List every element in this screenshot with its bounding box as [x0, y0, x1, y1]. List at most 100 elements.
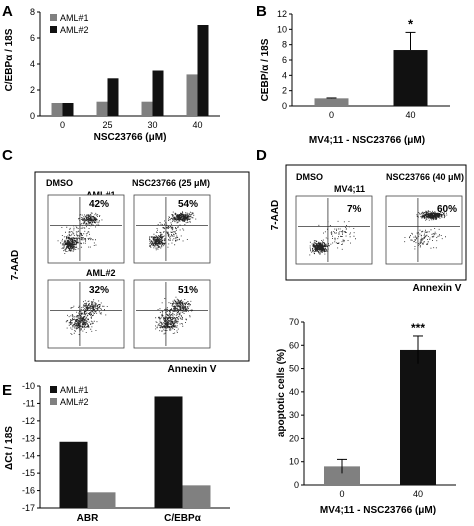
- flow-plot-mv411-dmso-frame: [295, 195, 373, 265]
- panel-d-y-axis-label: 7-AAD: [270, 200, 281, 231]
- panel-a-bar: [51, 103, 63, 116]
- panel-a-ytick-label: 4: [30, 59, 35, 69]
- panel-d2-xlabel: MV4;11 - NSC23766 (μM): [320, 505, 436, 516]
- panel-a-bar: [152, 70, 164, 116]
- flow-plot-aml1-nsc-frame: [133, 194, 211, 264]
- panel-a-ytick-label: 0: [30, 111, 35, 121]
- panel-e-bar: [59, 441, 88, 508]
- panel-a-bar: [62, 103, 74, 116]
- panel-a-letter: A: [2, 3, 13, 20]
- flow-plot-aml2-dmso-frame: [47, 279, 125, 349]
- panel-b-ytick-label: 8: [282, 40, 287, 50]
- panel-a-xtick-label: 25: [102, 120, 112, 130]
- legend-swatch-aml1: [50, 14, 57, 21]
- panel-e-bar: [182, 485, 211, 508]
- flow-plot-mv411-dmso: [295, 195, 373, 265]
- panel-c-y-axis-label: 7-AAD: [10, 250, 21, 281]
- panel-c-letter: C: [2, 147, 13, 164]
- panel-e-legend-series-1: AML#1: [60, 385, 89, 395]
- panel-d2-ytick-label: 10: [289, 457, 299, 467]
- panel-d2: apoptotic cells (%) 0 10 20 30 40 50 60 70 0 40 *…: [276, 317, 456, 516]
- flow-plot-aml2-nsc-events: [155, 296, 193, 335]
- panel-e-legend-series-2: AML#2: [60, 397, 89, 407]
- panel-b-ytick-label: 0: [282, 101, 287, 111]
- panel-d2-ytick-label: 0: [294, 480, 299, 490]
- legend-swatch-e-aml2: [50, 398, 57, 405]
- flow-plot-aml2-nsc: [133, 279, 211, 349]
- panel-d2-ytick-label: 40: [289, 387, 299, 397]
- panel-d: D DMSO NSC23766 (40 μM) MV4;11 7% 60% 7-…: [256, 147, 467, 294]
- legend-swatch-aml2: [50, 26, 57, 33]
- panel-a-xtick-label: 30: [147, 120, 157, 130]
- panel-d2-ytick-label: 20: [289, 433, 299, 443]
- panel-e-legend: AML#1 AML#2: [50, 385, 89, 407]
- panel-d-percent-dmso: 7%: [347, 204, 362, 215]
- panel-c-frame: [34, 171, 250, 362]
- panel-e-ytick-label: -15: [22, 468, 35, 478]
- panel-e-ytick-label: -11: [23, 398, 35, 408]
- panel-b-ytick-label: 10: [277, 24, 287, 34]
- panel-a-ytick-label: 8: [30, 7, 35, 17]
- panel-e-ytick-label: -12: [22, 416, 35, 426]
- panel-e-ytick-label: -14: [22, 451, 35, 461]
- panel-e-ylabel: ΔCt / 18S: [4, 426, 15, 470]
- panel-d2-ytick-label: 70: [289, 317, 299, 327]
- panel-d-col-dmso: DMSO: [296, 172, 323, 182]
- panel-d-plots: [295, 195, 463, 265]
- panel-d2-ytick-label: 30: [289, 410, 299, 420]
- panel-c-col-nsc: NSC23766 (25 μM): [132, 178, 210, 188]
- panel-a-legend-series-2: AML#2: [60, 25, 89, 35]
- panel-c-percent-aml1-dmso: 42%: [89, 199, 109, 210]
- panel-b-ytick-label: 4: [282, 70, 287, 80]
- panel-c-percent-aml1-nsc: 54%: [178, 199, 198, 210]
- panel-a-bar: [197, 25, 209, 116]
- panel-a-bar: [141, 101, 153, 116]
- panel-b-bar: [314, 98, 349, 106]
- panel-a-legend: AML#1 AML#2: [50, 13, 89, 35]
- panel-a-bar: [107, 78, 119, 116]
- panel-b-xtick-label: 0: [329, 110, 334, 120]
- panel-b-letter: B: [256, 3, 267, 20]
- panel-d-x-axis-label: Annexin V: [413, 283, 462, 294]
- panel-d-percent-nsc: 60%: [437, 204, 457, 215]
- panel-e-bar: [154, 396, 183, 508]
- flow-plot-mv411-nsc: [385, 195, 463, 265]
- panel-b-significance: *: [408, 16, 414, 31]
- panel-b-xlabel: MV4;11 - NSC23766 (μM): [309, 135, 425, 146]
- panel-a-ylabel: C/EBPα / 18S: [4, 28, 15, 91]
- panel-d2-bar: [400, 349, 436, 485]
- panel-d2-significance: ***: [411, 321, 425, 335]
- panel-b-xtick-label: 40: [405, 110, 415, 120]
- flow-plot-aml2-dmso: [47, 279, 125, 349]
- panel-e-letter: E: [2, 382, 12, 399]
- panel-c: C DMSO NSC23766 (25 μM) AML#1 AML#2 42% …: [2, 147, 250, 375]
- panel-c-percent-aml2-dmso: 32%: [89, 285, 109, 296]
- panel-d2-xtick-label: 40: [413, 489, 423, 499]
- flow-plot-aml1-dmso-frame: [47, 194, 125, 264]
- panel-b: B CEBP/α / 18S 0 2 4 6 8 10 12 0 40 * MV4;11 - N…: [256, 3, 450, 146]
- panel-a-xtick-label: 0: [60, 120, 65, 130]
- panel-b-ytick-label: 6: [282, 55, 287, 65]
- panel-d2-ytick-label: 60: [289, 340, 299, 350]
- panel-d2-xtick-label: 0: [339, 489, 344, 499]
- panel-e-ytick-label: -16: [22, 486, 35, 496]
- panel-a-ytick-label: 2: [30, 85, 35, 95]
- panel-b-bar: [393, 50, 428, 106]
- panel-a-xlabel: NSC23766 (μM): [94, 132, 167, 143]
- panel-c-x-axis-label: Annexin V: [168, 364, 217, 375]
- flow-plot-aml2-nsc-frame: [133, 279, 211, 349]
- panel-c-percent-aml2-nsc: 51%: [178, 285, 198, 296]
- panel-b-bars: 0 40 *: [314, 16, 428, 120]
- panel-e-xtick-label: C/EBPα: [164, 513, 202, 524]
- panel-c-row-aml2: AML#2: [86, 268, 116, 278]
- panel-d2-bars: 0 40 ***: [324, 321, 436, 499]
- panel-e-ytick-label: -17: [22, 503, 35, 513]
- flow-plot-aml1-nsc-events: [149, 211, 197, 251]
- panel-e-bars: ABR C/EBPα: [59, 396, 211, 524]
- panel-d-row-label: MV4;11: [334, 184, 365, 194]
- panel-a-bar: [186, 74, 198, 116]
- panel-d2-ytick-label: 50: [289, 364, 299, 374]
- panel-b-ytick-label: 12: [277, 9, 287, 19]
- panel-c-plots: [47, 194, 211, 349]
